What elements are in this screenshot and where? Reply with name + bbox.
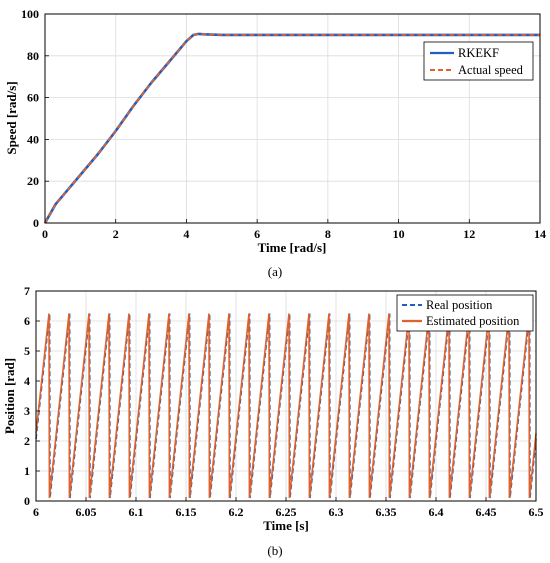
- chart-a-x-ticks: 0 2 4 6 8 10 12 14: [42, 219, 546, 241]
- chart-a-x-tick-label: 14: [534, 227, 546, 241]
- chart-b-y-tick-label: 1: [24, 464, 30, 478]
- chart-a-series: [43, 32, 540, 224]
- chart-b-x-tick-label: 6.15: [176, 505, 197, 519]
- chart-b-series-estimated-position: [35, 313, 537, 499]
- chart-b-y-tick-label: 2: [24, 434, 30, 448]
- chart-b-legend-box: [396, 294, 534, 332]
- chart-b-x-tick-label: 6.45: [476, 505, 497, 519]
- chart-a-y-tick-label: 60: [27, 91, 39, 105]
- chart-b-y-ticks: 0 1 2 3 4 5 6 7: [24, 284, 40, 508]
- chart-a-x-tick-label: 4: [183, 227, 189, 241]
- chart-b: 6 6.05 6.1 6.15 6.2 6.25 6.3 6.35 6.4 6.45 6.5 0 1 2…: [2, 284, 544, 558]
- chart-a-y-tick-label: 80: [27, 49, 39, 63]
- chart-a-y-tick-label: 100: [21, 7, 39, 21]
- chart-b-caption: (b): [267, 543, 282, 558]
- chart-b-x-tick-label: 6.05: [76, 505, 97, 519]
- chart-a-x-tick-label: 6: [254, 227, 260, 241]
- chart-a-frame: [44, 13, 541, 224]
- chart-a-legend-box: [423, 41, 534, 81]
- chart-a-legend: RKEKF Actual speed: [423, 41, 534, 81]
- chart-b-y-tick-label: 3: [24, 404, 30, 418]
- chart-b-x-tick-label: 6.4: [429, 505, 444, 519]
- chart-b-x-tick-label: 6.1: [129, 505, 144, 519]
- chart-b-x-tick-label: 6.3: [329, 505, 344, 519]
- chart-b-xlabel: Time [s]: [263, 518, 309, 533]
- chart-b-y-tick-label: 7: [24, 284, 30, 298]
- chart-b-x-tick-label: 6.35: [376, 505, 397, 519]
- chart-a-y-ticks: 0 20 40 60 80 100: [21, 7, 49, 230]
- chart-a-caption: (a): [268, 264, 282, 279]
- chart-a-x-tick-label: 8: [325, 227, 331, 241]
- chart-a-series-actual-speed: [44, 33, 540, 224]
- chart-a-legend-label-actual: Actual speed: [458, 63, 524, 77]
- chart-b-y-tick-label: 4: [24, 374, 30, 388]
- chart-b-y-tick-label: 5: [24, 344, 30, 358]
- chart-b-x-tick-label: 6.2: [229, 505, 244, 519]
- chart-a-x-tick-label: 12: [463, 227, 475, 241]
- chart-a-y-tick-label: 40: [27, 132, 39, 146]
- chart-a-y-tick-label: 20: [27, 174, 39, 188]
- chart-b-x-tick-label: 6.5: [529, 505, 544, 519]
- chart-b-legend: Real position Estimated position: [396, 294, 534, 332]
- chart-b-series: [35, 313, 537, 499]
- chart-b-y-tick-label: 6: [24, 314, 30, 328]
- chart-b-x-tick-label: 6: [33, 505, 39, 519]
- chart-a-ylabel: Speed [rad/s]: [4, 81, 19, 154]
- chart-b-x-ticks: 6 6.05 6.1 6.15 6.2 6.25 6.3 6.35 6.4 6.45 6.5: [33, 497, 544, 519]
- chart-b-ylabel: Position [rad]: [2, 358, 17, 434]
- chart-a: 0 2 4 6 8 10 12 14 0 20 40 60 80 100 Time [rad/s] Sp…: [4, 7, 546, 279]
- chart-a-x-tick-label: 2: [113, 227, 119, 241]
- chart-a-xlabel: Time [rad/s]: [258, 240, 327, 255]
- chart-b-x-tick-label: 6.25: [276, 505, 297, 519]
- chart-a-legend-label-rkekf: RKEKF: [458, 46, 499, 60]
- chart-a-y-tick-label: 0: [33, 216, 39, 230]
- chart-b-legend-label-real: Real position: [426, 298, 493, 312]
- chart-a-x-tick-label: 10: [393, 227, 405, 241]
- chart-b-y-tick-label: 0: [24, 494, 30, 508]
- chart-b-legend-label-estimated: Estimated position: [426, 314, 520, 328]
- chart-a-x-tick-label: 0: [42, 227, 48, 241]
